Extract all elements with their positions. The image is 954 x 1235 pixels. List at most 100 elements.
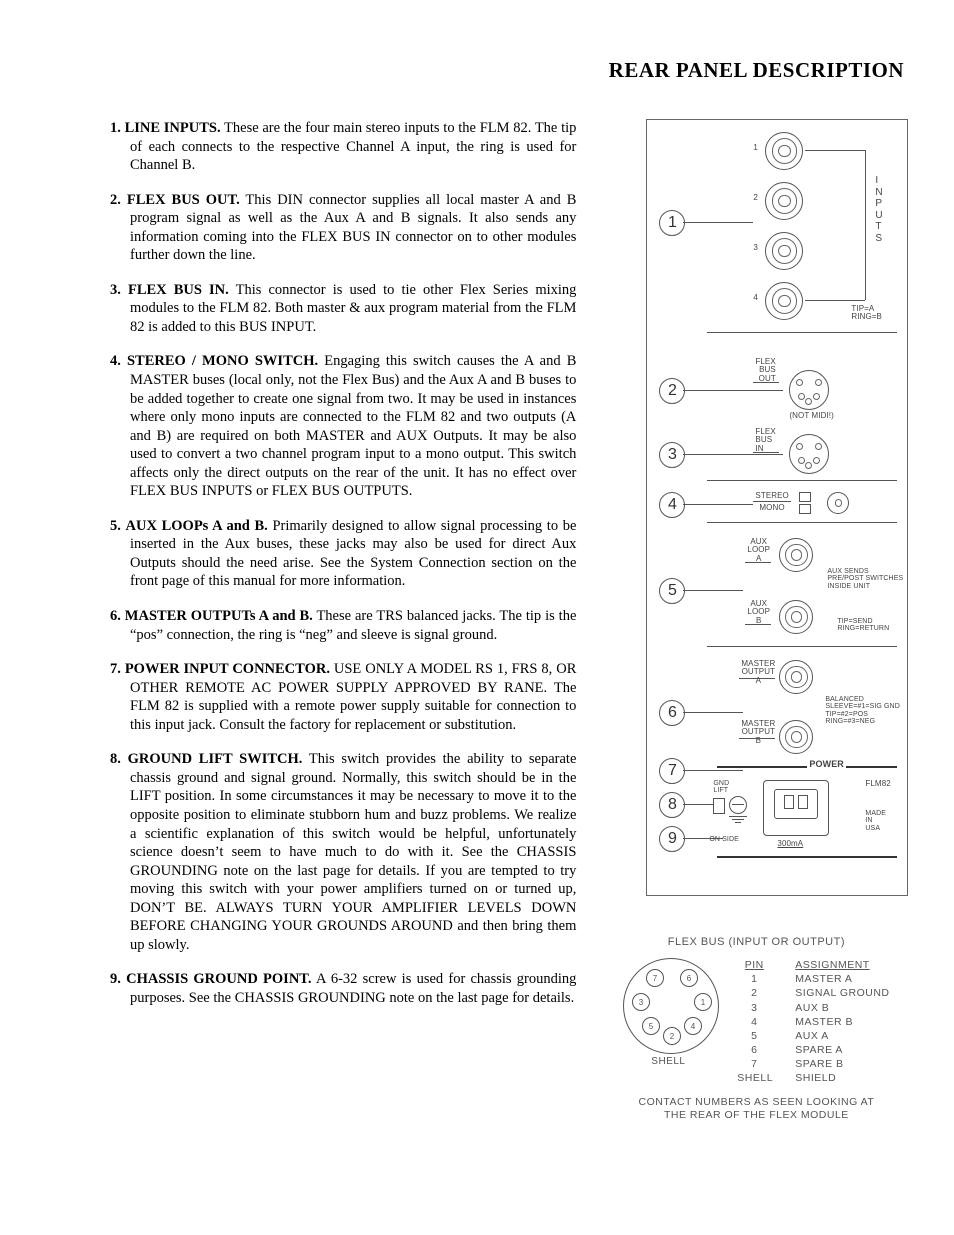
diagram-column: 1 2 3 4 5 6 7 8 9 bbox=[606, 119, 914, 1123]
power-label: POWER bbox=[807, 760, 846, 769]
pin-circle-wrap: 7 6 3 1 5 4 2 SHELL bbox=[623, 958, 719, 1054]
item-6: 6. MASTER OUTPUTs A and B. These are TRS… bbox=[110, 607, 576, 644]
item-title: FLEX BUS OUT. bbox=[127, 192, 240, 208]
col-assign: ASSIGNMENT bbox=[795, 958, 869, 972]
table-row: 2SIGNAL GROUND bbox=[737, 986, 889, 1000]
leader-line bbox=[683, 454, 783, 455]
stereo-label: STEREO bbox=[755, 492, 789, 500]
switch-knob-icon bbox=[827, 492, 849, 514]
page-title: REAR PANEL DESCRIPTION bbox=[110, 58, 904, 83]
callout-5: 5 bbox=[659, 578, 685, 604]
table-row: 1MASTER A bbox=[737, 972, 889, 986]
item-title: FLEX BUS IN. bbox=[128, 282, 229, 298]
pin-2: 2 bbox=[663, 1027, 681, 1045]
ground-symbol-icon bbox=[729, 816, 747, 826]
flm82-label: FLM82 bbox=[865, 780, 890, 788]
input-num-2: 2 bbox=[753, 194, 758, 202]
callout-9: 9 bbox=[659, 826, 685, 852]
table-row: 4MASTER B bbox=[737, 1015, 889, 1029]
item-title: LINE INPUTS. bbox=[125, 120, 221, 136]
label-underline bbox=[753, 501, 791, 502]
input-num-3: 3 bbox=[753, 244, 758, 252]
input-num-4: 4 bbox=[753, 294, 758, 302]
table-row: 7SPARE B bbox=[737, 1057, 889, 1071]
item-num: 8. bbox=[110, 751, 121, 767]
leader-line bbox=[683, 504, 753, 505]
callout-4: 4 bbox=[659, 492, 685, 518]
leader-line bbox=[683, 590, 743, 591]
table-row: SHELLSHIELD bbox=[737, 1071, 889, 1085]
item-body: Engaging this switch causes the A and B … bbox=[130, 353, 576, 499]
callout-6: 6 bbox=[659, 700, 685, 726]
description-list: 1. LINE INPUTS. These are the four main … bbox=[110, 119, 576, 1123]
divider-line bbox=[707, 480, 897, 481]
din-pinout-icon: 7 6 3 1 5 4 2 bbox=[623, 958, 719, 1054]
jack-input-2 bbox=[765, 182, 803, 220]
item-8: 8. GROUND LIFT SWITCH. This switch provi… bbox=[110, 750, 576, 954]
label-underline bbox=[745, 624, 771, 625]
on-side-label: ON SIDE bbox=[709, 836, 738, 843]
item-body: This switch provides the ability to sepa… bbox=[130, 751, 576, 952]
flex-out-label: FLEX BUS OUT bbox=[755, 358, 775, 383]
item-1: 1. LINE INPUTS. These are the four main … bbox=[110, 119, 576, 175]
pin-4: 4 bbox=[684, 1017, 702, 1035]
table-row: 3AUX B bbox=[737, 1001, 889, 1015]
leader-line bbox=[683, 222, 753, 223]
balanced-label: BALANCED SLEEVE=#1=SIG GND TIP=#2=POS RI… bbox=[825, 696, 899, 725]
pin-7: 7 bbox=[646, 969, 664, 987]
label-underline bbox=[739, 678, 775, 679]
din-flex-out bbox=[789, 370, 829, 410]
leader-line bbox=[683, 712, 743, 713]
mono-label: MONO bbox=[759, 504, 784, 512]
pin-caption: CONTACT NUMBERS AS SEEN LOOKING AT THE R… bbox=[606, 1096, 906, 1123]
item-title: CHASSIS GROUND POINT. bbox=[126, 971, 311, 987]
rear-panel-diagram: 1 2 3 4 5 6 7 8 9 bbox=[646, 119, 908, 896]
item-4: 4. STEREO / MONO SWITCH. Engaging this s… bbox=[110, 352, 576, 500]
bracket-line bbox=[865, 150, 866, 300]
divider-line bbox=[707, 332, 897, 333]
pin-6: 6 bbox=[680, 969, 698, 987]
columns: 1. LINE INPUTS. These are the four main … bbox=[110, 119, 914, 1123]
divider-line bbox=[707, 522, 897, 523]
label-underline bbox=[753, 452, 779, 453]
jack-input-3 bbox=[765, 232, 803, 270]
pin-body: 7 6 3 1 5 4 2 SHELL PIN ASSI bbox=[606, 958, 906, 1086]
item-num: 5. bbox=[110, 518, 121, 534]
tip-ring-label: TIP=A RING=B bbox=[851, 305, 882, 322]
ground-screw-icon bbox=[729, 796, 747, 814]
item-5: 5. AUX LOOPs A and B. Primarily designed… bbox=[110, 517, 576, 591]
item-title: POWER INPUT CONNECTOR. bbox=[125, 661, 330, 677]
pin-5: 5 bbox=[642, 1017, 660, 1035]
pin-3: 3 bbox=[632, 993, 650, 1011]
item-title: MASTER OUTPUTs A and B. bbox=[125, 608, 313, 624]
jack-aux-a bbox=[779, 538, 813, 572]
switch-box-icon bbox=[799, 492, 811, 502]
item-9: 9. CHASSIS GROUND POINT. A 6-32 screw is… bbox=[110, 970, 576, 1007]
gnd-lift-label: GND LIFT bbox=[713, 780, 729, 795]
callout-7: 7 bbox=[659, 758, 685, 784]
leader-line bbox=[683, 770, 743, 771]
leader-line bbox=[683, 390, 783, 391]
pin-1: 1 bbox=[694, 993, 712, 1011]
made-in-label: MADE IN USA bbox=[865, 810, 886, 832]
shell-label: SHELL bbox=[651, 1056, 685, 1067]
inputs-label: I N P U T S bbox=[875, 175, 882, 244]
aux-sends-label: AUX SENDS PRE/POST SWITCHES INSIDE UNIT bbox=[827, 568, 903, 590]
item-title: GROUND LIFT SWITCH. bbox=[128, 751, 303, 767]
callout-3: 3 bbox=[659, 442, 685, 468]
tip-send-label: TIP=SEND RING=RETURN bbox=[837, 618, 889, 633]
page: REAR PANEL DESCRIPTION 1. LINE INPUTS. T… bbox=[0, 0, 954, 1235]
item-title: AUX LOOPs A and B. bbox=[126, 518, 268, 534]
pin-assignment-table: PIN ASSIGNMENT 1MASTER A 2SIGNAL GROUND … bbox=[737, 958, 889, 1086]
item-num: 6. bbox=[110, 608, 121, 624]
item-title: STEREO / MONO SWITCH. bbox=[127, 353, 318, 369]
item-num: 4. bbox=[110, 353, 121, 369]
lift-switch-icon bbox=[713, 798, 725, 814]
power-connector-icon bbox=[763, 780, 829, 836]
table-row: 6SPARE A bbox=[737, 1043, 889, 1057]
item-num: 2. bbox=[110, 192, 121, 208]
jack-master-b bbox=[779, 720, 813, 754]
callout-2: 2 bbox=[659, 378, 685, 404]
item-num: 9. bbox=[110, 971, 121, 987]
label-underline bbox=[753, 382, 779, 383]
